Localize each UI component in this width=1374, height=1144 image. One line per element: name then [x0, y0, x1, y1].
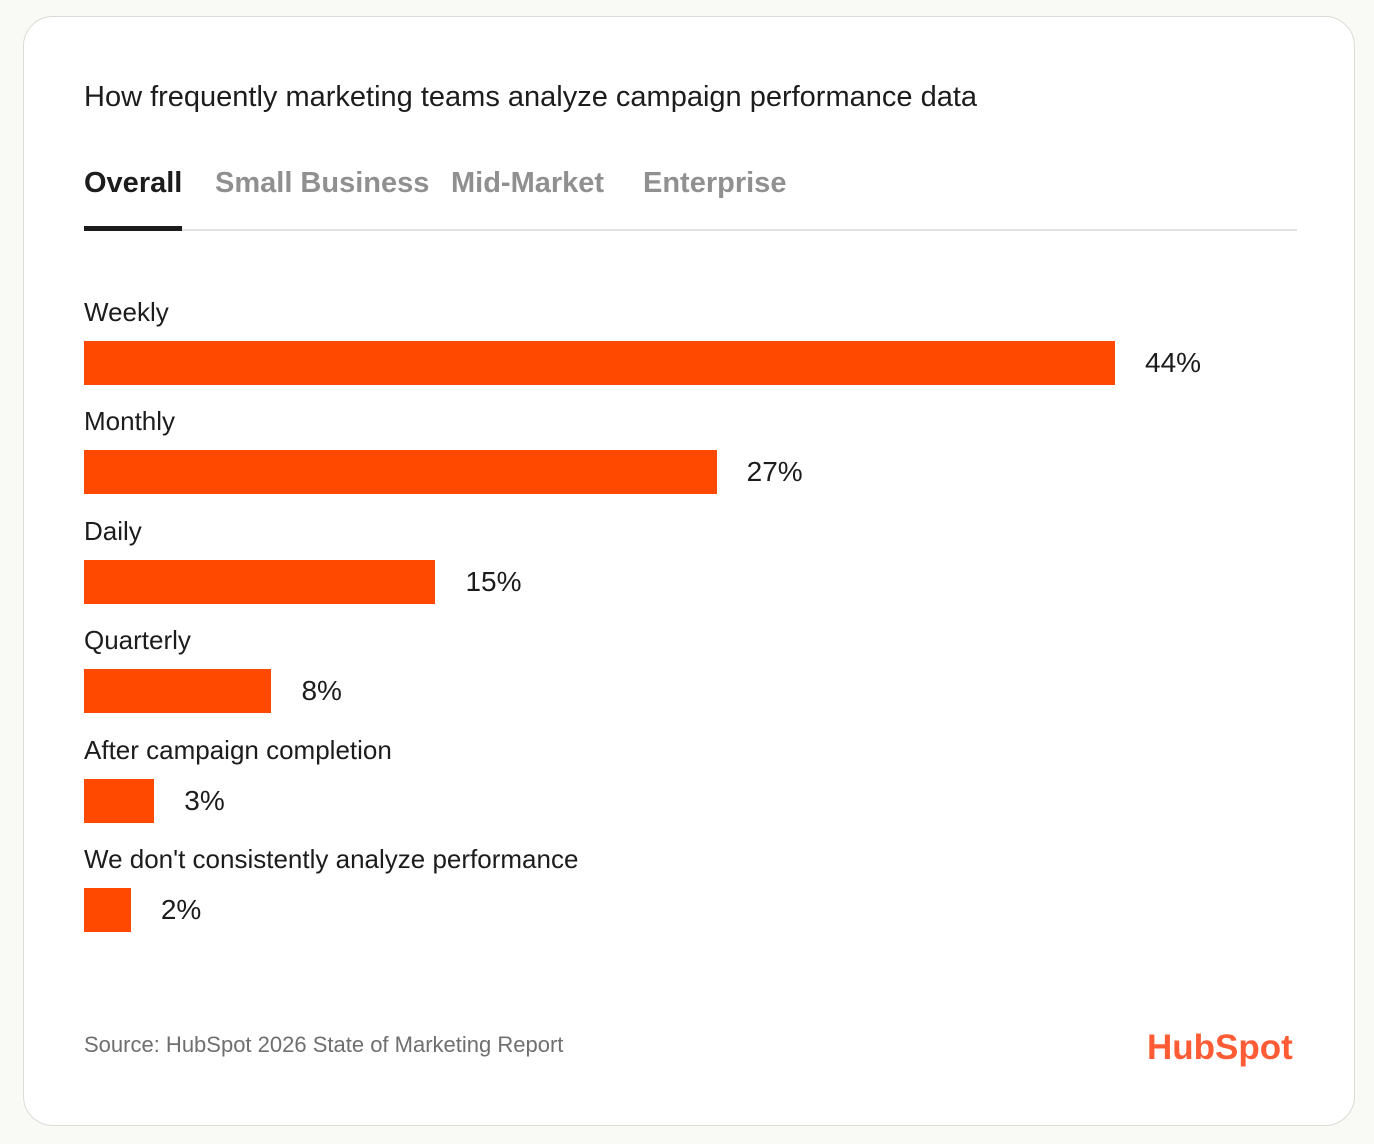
hubspot-logo: HubSpot [1147, 1020, 1297, 1070]
category-label: Weekly [84, 297, 169, 327]
category-label: Monthly [84, 406, 176, 437]
value-label: 44% [1145, 347, 1202, 378]
tab-small-business[interactable]: Small Business [215, 167, 430, 199]
bar [84, 778, 155, 823]
bar [84, 450, 717, 495]
segment-tabs: Overall Small Business Mid-Market Enterp… [84, 167, 1297, 231]
value-label: 3% [184, 784, 225, 816]
bar [84, 559, 436, 604]
value-label: 15% [465, 565, 522, 597]
tab-mid-market[interactable]: Mid-Market [451, 167, 605, 199]
bar [84, 341, 1115, 385]
category-label: We don't consistently analyze performanc… [84, 844, 579, 874]
logo-wordmark: HubSpot [1147, 1028, 1293, 1067]
category-label: Daily [84, 515, 142, 546]
chart-card: How frequently marketing teams analyze c… [23, 16, 1355, 1126]
value-label: 8% [301, 675, 342, 707]
bar-chart: Weekly 44% Monthly 27% Daily 15% Quarterly 8% Af… [84, 287, 1297, 967]
source-note: Source: HubSpot 2026 State of Marketing … [84, 1032, 564, 1057]
chart-title: How frequently marketing teams analyze c… [84, 81, 978, 113]
hubspot-sprocket-icon: HubSpot [1147, 1028, 1293, 1067]
tab-enterprise[interactable]: Enterprise [643, 167, 787, 199]
value-label: 2% [160, 894, 202, 925]
value-label: 27% [746, 456, 803, 488]
category-label: After campaign completion [84, 734, 392, 765]
bar [84, 888, 131, 932]
tab-overall[interactable]: Overall [84, 167, 183, 231]
bar [84, 669, 272, 714]
category-label: Quarterly [84, 625, 191, 656]
